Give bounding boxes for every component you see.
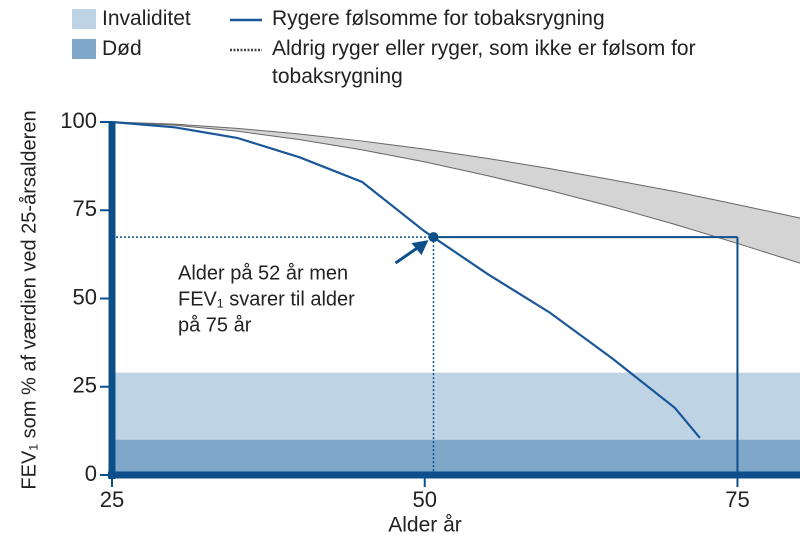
x-tick-label: 75: [725, 487, 749, 512]
band-edge: [111, 121, 800, 219]
area-band: [112, 122, 800, 264]
x-tick-label: 25: [100, 487, 124, 512]
legend-label: Invaliditet: [102, 7, 191, 30]
y-tick-label: 75: [73, 196, 97, 221]
legend-swatch: [72, 39, 96, 59]
legend-label: Død: [102, 37, 142, 60]
legend-label: Aldrig ryger eller ryger, som ikke er fø…: [272, 37, 696, 88]
annotation: på 75 år: [178, 314, 252, 336]
band: [112, 372, 800, 440]
annotation: Alder på 52 år men: [178, 262, 348, 284]
y-tick-label: 50: [73, 284, 97, 309]
x-tick-label: 50: [412, 487, 436, 512]
y-axis-label: FEV₁ som % af værdien ved 25-årsalderen: [18, 110, 40, 489]
y-tick-label: 0: [85, 461, 97, 486]
point: [428, 232, 439, 243]
legend-swatch: [72, 9, 96, 29]
band: [112, 439, 800, 475]
annotation: FEV₁ svarer til alder: [178, 288, 355, 310]
legend-label: Rygere følsomme for tobaksrygning: [272, 7, 605, 30]
band-edge: [111, 121, 800, 264]
x-axis-label: Alder år: [388, 514, 462, 537]
y-tick-label: 25: [73, 373, 97, 398]
y-tick-label: 100: [60, 108, 97, 133]
line: [111, 120, 701, 439]
arrow-head: [411, 240, 429, 256]
